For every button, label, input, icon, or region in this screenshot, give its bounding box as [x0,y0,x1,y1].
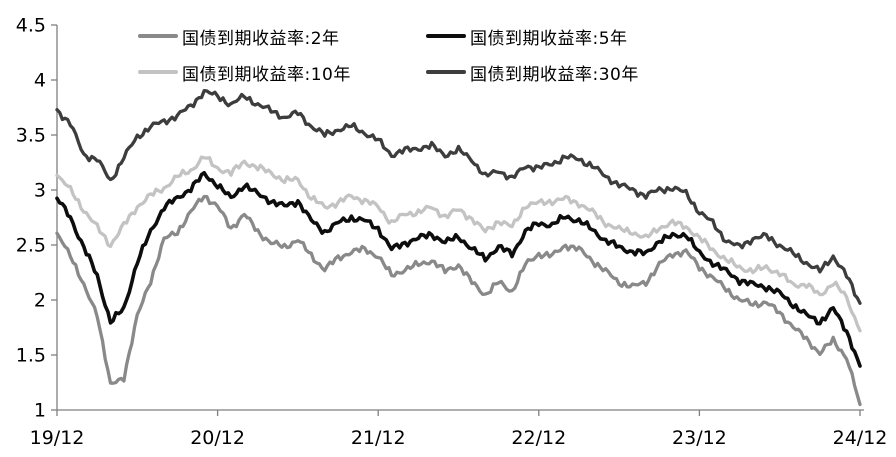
legend-line-10y-icon [138,70,178,74]
legend-line-30y-icon [426,70,466,74]
legend-label-5y: 国债到期收益率:5年 [470,28,628,49]
legend-item-5y: 国债到期收益率:5年 [426,25,628,49]
series-line-30y [55,88,862,305]
series-line-5y [55,171,862,368]
legend-item-30y: 国债到期收益率:30年 [426,61,639,85]
y-tick-label: 2 [34,290,46,312]
y-tick-label: 3 [34,180,46,202]
y-tick-label: 1 [34,400,46,422]
y-tick-label: 3.5 [16,125,46,147]
y-tick-label: 1.5 [16,345,46,367]
legend-label-30y: 国债到期收益率:30年 [470,64,639,85]
x-tick-label: 19/12 [30,427,85,449]
y-tick-label: 2.5 [16,235,46,257]
legend-line-2y-icon [138,34,178,38]
legend-item-10y: 国债到期收益率:10年 [138,61,351,85]
x-tick-label: 20/12 [190,427,245,449]
x-tick-label: 22/12 [511,427,566,449]
x-tick-label: 23/12 [672,427,727,449]
legend-item-2y: 国债到期收益率:2年 [138,25,340,49]
x-tick-label: 21/12 [351,427,406,449]
y-tick-label: 4 [34,70,46,92]
legend-label-2y: 国债到期收益率:2年 [182,28,340,49]
y-tick-label: 4.5 [16,15,46,37]
legend-line-5y-icon [426,34,466,38]
x-tick-label: 24/12 [833,427,888,449]
legend-label-10y: 国债到期收益率:10年 [182,64,351,85]
series-line-10y [55,155,862,333]
series-line-2y [55,194,862,407]
